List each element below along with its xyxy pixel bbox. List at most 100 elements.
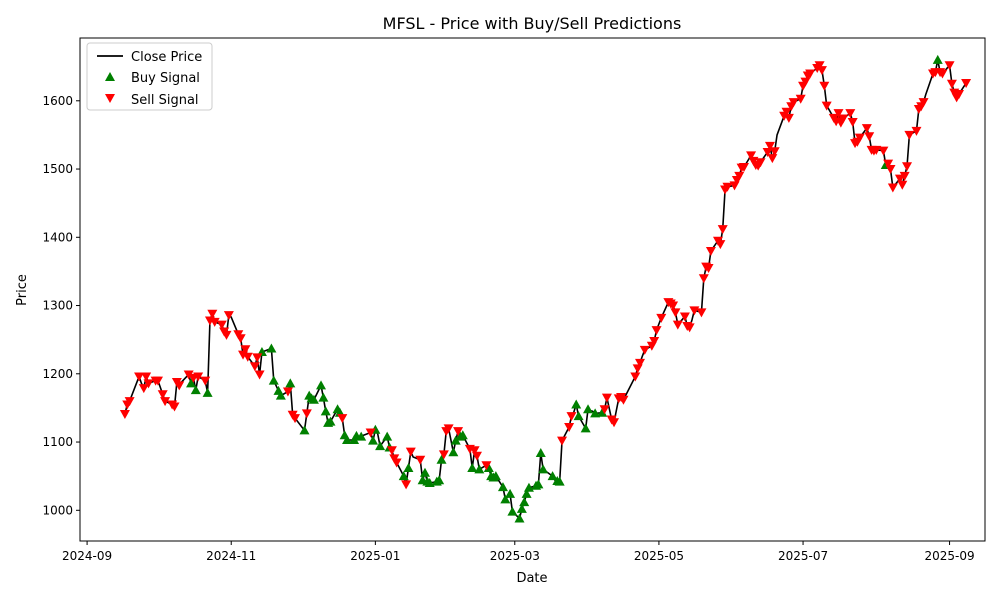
sell-signal-marker [174,381,185,391]
sell-signal-marker [816,66,827,76]
sell-signal-marker [696,308,707,318]
sell-signal-marker [911,126,922,136]
sell-signal-marker [861,124,872,134]
x-tick-label: 2025-01 [350,549,400,563]
sell-signal-marker [944,61,955,71]
sell-signal-marker [845,109,856,119]
buy-signal-marker [285,378,296,388]
buy-signal-marker [368,435,379,445]
legend-sell-marker [105,94,115,103]
legend-buy-label: Buy Signal [131,71,200,86]
sell-signal-marker [764,141,775,151]
buy-signal-marker [467,462,478,472]
sell-signal-marker [821,101,832,111]
buy-signal-marker [514,513,525,523]
buy-signal-marker [299,425,310,435]
buy-signal-marker [547,471,558,481]
buy-signal-marker [571,399,582,409]
sell-signal-marker [365,428,376,438]
buy-signal-marker [436,454,447,464]
sell-signal-marker [902,162,913,172]
buy-signal-marker [448,447,459,457]
sell-signal-marker [471,451,482,461]
sell-signal-marker [769,147,780,157]
sell-signal-marker [738,162,749,172]
sell-signal-marker [221,330,232,340]
buy-signal-marker [580,423,591,433]
y-tick-label: 1200 [42,367,73,381]
buy-signal-marker [356,431,367,441]
sell-signal-marker [871,145,882,155]
sell-signal-marker [639,345,650,355]
sell-signal-marker [609,418,620,428]
buy-signal-marker [597,407,608,417]
sell-signal-marker [160,397,171,407]
sell-signal-marker [141,372,152,382]
buy-signal-marker [583,404,594,414]
sell-signal-marker [618,395,629,405]
buy-signal-marker [419,467,430,477]
sell-signal-marker [767,154,778,164]
buy-signal-marker [505,488,516,498]
buy-signal-marker [424,477,435,487]
buy-signal-marker [521,488,532,498]
sell-signal-marker [635,358,646,368]
sell-signal-marker [961,79,972,89]
sell-signal-marker [703,264,714,274]
legend-sell-label: Sell Signal [131,93,199,108]
buy-signal-marker [554,476,565,486]
sell-signal-marker [124,397,135,407]
sell-signal-marker [143,379,154,389]
sell-signal-marker [152,376,163,386]
sell-signal-marker [899,171,910,181]
sell-signal-marker [242,352,253,362]
buy-signal-marker [382,431,393,441]
sell-signal-marker [391,458,402,468]
buy-signal-marker [275,390,286,400]
buy-signal-marker [342,434,353,444]
buy-signal-marker [434,475,445,485]
sell-signal-marker [235,334,246,344]
sell-signal-marker [705,246,716,256]
y-tick-label: 1300 [42,299,73,313]
buy-signal-marker [490,471,501,481]
legend-close-price-label: Close Price [131,50,202,65]
sell-signal-marker [138,384,149,394]
y-tick-label: 1000 [42,503,73,517]
sell-signal-marker [684,323,695,333]
sell-signal-marker [216,320,227,330]
sell-signal-marker [564,423,575,433]
sell-signal-marker [240,345,251,355]
buy-signal-marker [519,497,530,507]
sell-signal-marker [438,450,449,460]
sell-signal-marker [169,402,180,412]
axes-layer: 2024-09 2024-11 2025-01 2025-03 2025-05 2025-… [42,94,974,563]
sell-signal-marker [290,414,301,424]
sell-signal-marker [672,320,683,330]
sell-signal-marker [415,455,426,465]
y-tick-label: 1600 [42,94,73,108]
sell-signal-marker [819,81,830,91]
sell-signal-marker [252,353,263,363]
sell-signal-marker [679,312,690,322]
sell-signal-marker [904,130,915,140]
sell-signal-marker [443,424,454,434]
sell-signal-marker [946,79,957,89]
sell-signal-marker [937,69,948,79]
sell-signal-marker [864,132,875,142]
sell-signal-marker [119,410,130,420]
buy-signal-marker [318,392,329,402]
sell-signal-marker [200,376,211,386]
buy-signal-marker [316,380,327,390]
sell-signal-marker [401,480,412,490]
buy-signal-marker [507,506,518,516]
sell-signal-marker [887,183,898,193]
sell-signal-marker [649,337,660,347]
x-axis-label: Date [516,571,547,586]
sell-signal-marker [854,133,865,143]
sell-signal-marker [337,414,348,424]
sell-signal-marker [670,308,681,318]
sell-signal-marker [183,370,194,380]
